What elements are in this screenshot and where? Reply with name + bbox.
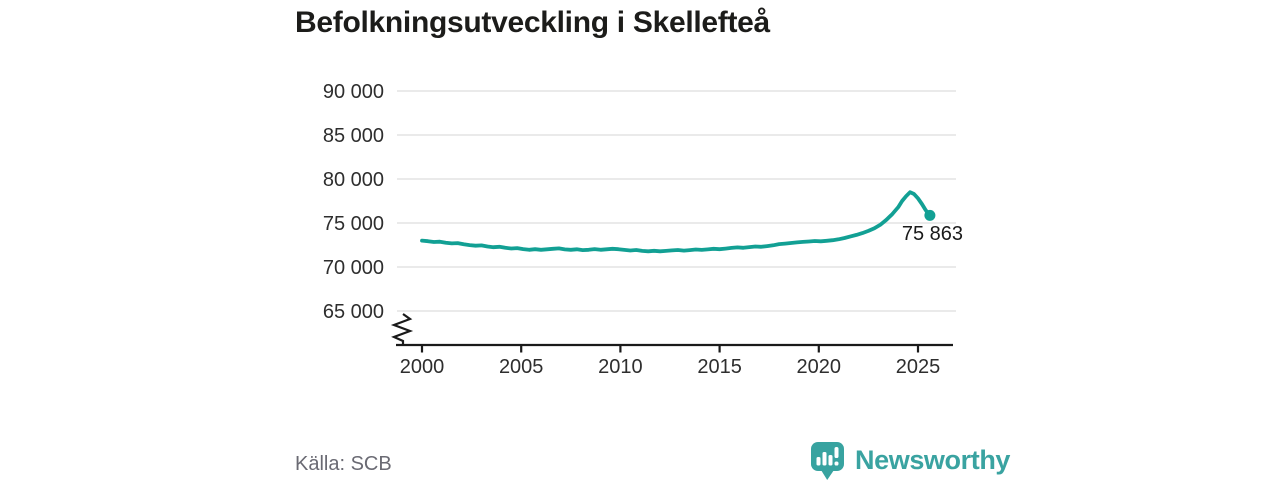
y-axis-break-icon [390, 313, 414, 345]
x-tick-label: 2015 [697, 356, 742, 378]
y-tick-label: 90 000 [323, 81, 384, 103]
x-tick-label: 2025 [896, 356, 941, 378]
line-end-value-label: 75 863 [902, 223, 963, 245]
x-axis [396, 343, 953, 353]
newsworthy-speech-bubble-bar-chart-icon [811, 442, 844, 480]
y-tick-label: 65 000 [323, 301, 384, 323]
x-tick-label: 2020 [797, 356, 842, 378]
line-end-dot [924, 209, 936, 221]
x-tick-label: 2000 [400, 356, 445, 378]
y-tick-label: 80 000 [323, 169, 384, 191]
y-axis-tick-labels: 90 000 85 000 80 000 75 000 70 000 65 000 [323, 81, 384, 323]
population-line [420, 190, 932, 254]
x-tick-label: 2005 [499, 356, 544, 378]
y-tick-label: 70 000 [323, 257, 384, 279]
chart-title: Befolkningsutveckling i Skellefteå [295, 6, 770, 39]
newsworthy-wordmark: Newsworthy [855, 445, 1011, 475]
y-tick-label: 75 000 [323, 213, 384, 235]
gridlines [397, 90, 956, 312]
source-label: Källa: SCB [295, 453, 392, 475]
x-tick-label: 2010 [598, 356, 643, 378]
newsworthy-branding: Newsworthy [810, 441, 1010, 480]
y-tick-label: 85 000 [323, 125, 384, 147]
x-axis-tick-labels: 2000 2005 2010 2015 2020 2025 [400, 356, 941, 378]
